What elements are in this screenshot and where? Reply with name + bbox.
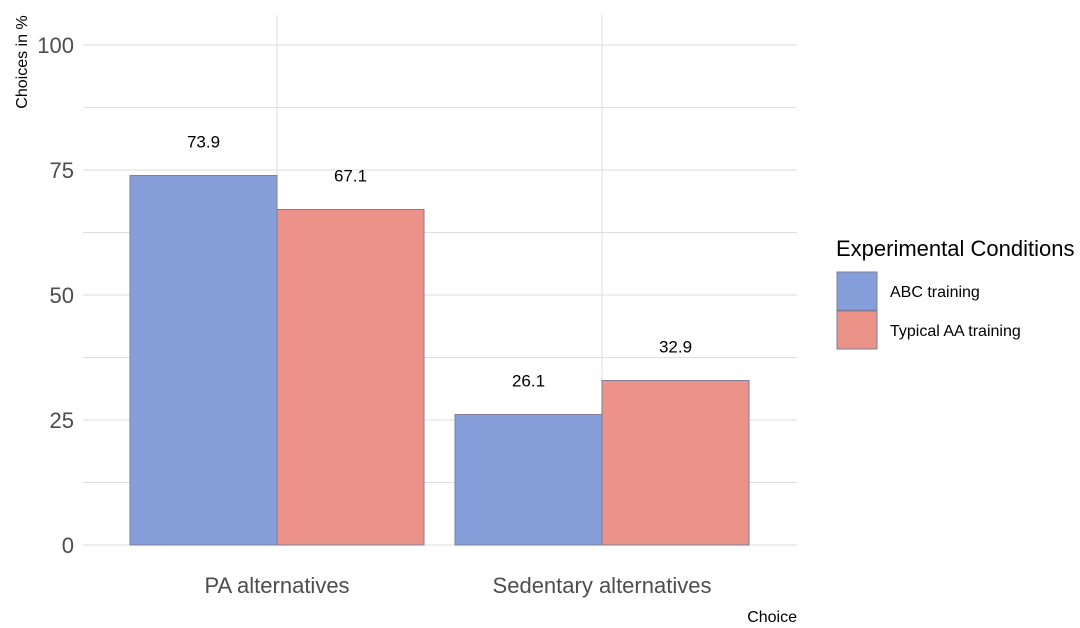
bar-typical-aa-pa xyxy=(276,209,425,546)
x-category-labels: PA alternatives Sedentary alternatives xyxy=(204,573,711,598)
bars xyxy=(129,175,750,546)
legend: Experimental Conditions ABC training Typi… xyxy=(836,236,1074,350)
bar-typical-aa-sedentary xyxy=(601,380,750,546)
y-axis-title: Choices in % xyxy=(14,15,31,108)
legend-key-typical-aa xyxy=(836,310,878,350)
legend-label: ABC training xyxy=(890,284,980,301)
legend-label: Typical AA training xyxy=(890,323,1021,340)
y-tick-labels: 0 25 50 75 100 xyxy=(37,33,74,558)
data-label: 26.1 xyxy=(512,372,545,391)
x-category-label: PA alternatives xyxy=(204,573,349,598)
y-tick-label: 75 xyxy=(50,158,74,183)
data-label: 67.1 xyxy=(334,167,367,186)
x-category-label: Sedentary alternatives xyxy=(493,573,712,598)
y-tick-label: 0 xyxy=(62,533,74,558)
x-axis-title: Choice xyxy=(747,609,797,626)
bar-abc-sedentary xyxy=(454,414,603,546)
y-tick-label: 100 xyxy=(37,33,74,58)
data-label: 73.9 xyxy=(187,133,220,152)
data-label: 32.9 xyxy=(659,338,692,357)
bar-abc-pa xyxy=(129,175,278,546)
legend-title: Experimental Conditions xyxy=(836,236,1074,261)
data-labels: 73.9 26.1 67.1 32.9 xyxy=(187,133,692,391)
y-tick-label: 25 xyxy=(50,408,74,433)
legend-key-abc xyxy=(836,271,878,311)
y-tick-label: 50 xyxy=(50,283,74,308)
